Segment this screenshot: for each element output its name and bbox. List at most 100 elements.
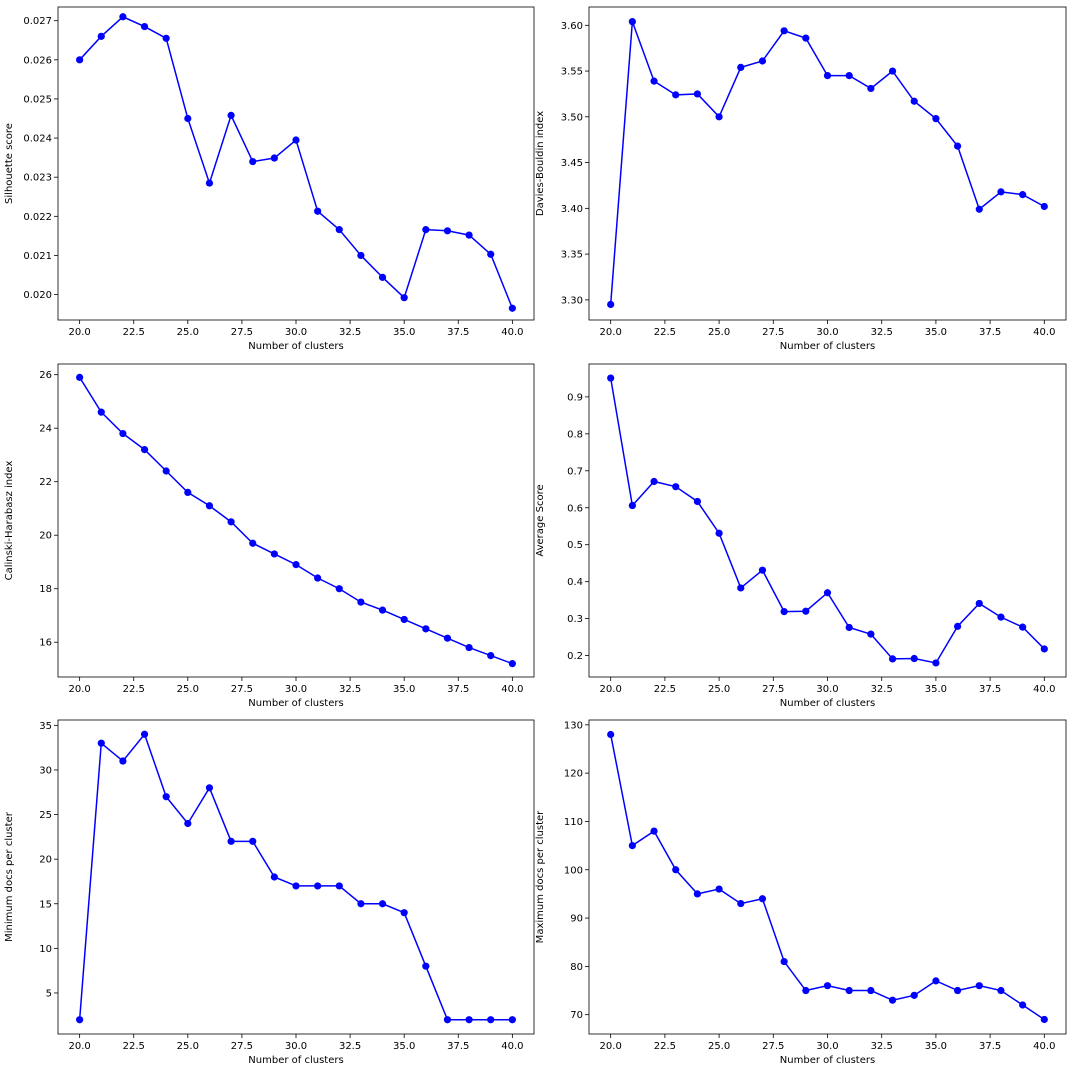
- data-point: [314, 574, 322, 582]
- data-point: [888, 67, 897, 75]
- x-tick-label: 20.0: [600, 684, 622, 695]
- data-point: [162, 34, 170, 42]
- data-point: [162, 467, 170, 475]
- x-tick-label: 27.5: [762, 684, 784, 695]
- data-point: [227, 111, 235, 119]
- data-point: [780, 27, 788, 35]
- x-tick-label: 27.5: [762, 327, 784, 338]
- data-point: [119, 757, 127, 765]
- data-point: [249, 157, 257, 166]
- data-point: [76, 373, 84, 381]
- data-point: [76, 1016, 84, 1024]
- data-point: [270, 873, 278, 881]
- x-tick-label: 20.0: [69, 684, 91, 695]
- data-point: [97, 408, 105, 416]
- data-point: [357, 900, 365, 908]
- data-point: [97, 32, 105, 40]
- axes-frame: [588, 363, 1067, 678]
- x-tick-label: 27.5: [231, 684, 253, 695]
- chart-panel-4: 20.0 22.5 25.0 27.5 30.0 32.5 35.0 37.5 40.0 0.2 0…: [535, 363, 1067, 709]
- data-point: [335, 585, 343, 593]
- x-tick-label: 35.0: [393, 1041, 415, 1052]
- y-tick-label: 0.9: [567, 392, 583, 403]
- data-point: [975, 982, 983, 990]
- data-point: [1040, 1015, 1048, 1024]
- data-point: [465, 1016, 473, 1024]
- y-axis-label: Calinski-Harabasz index: [4, 461, 15, 581]
- data-point: [487, 651, 495, 660]
- x-tick-label: 30.0: [285, 327, 307, 338]
- data-point: [932, 659, 940, 667]
- y-tick-label: 0.022: [23, 212, 52, 223]
- data-point: [650, 477, 658, 486]
- data-point: [378, 606, 387, 614]
- y-tick-label: 70: [570, 1010, 583, 1021]
- data-point: [508, 304, 516, 312]
- x-tick-label: 30.0: [285, 1041, 307, 1052]
- x-tick-label: 40.0: [501, 684, 523, 695]
- y-tick-label: 30: [39, 765, 52, 776]
- y-tick-label: 15: [39, 899, 52, 910]
- data-point: [910, 97, 918, 105]
- data-point: [227, 518, 235, 526]
- y-tick-label: 120: [564, 769, 583, 780]
- data-point: [672, 866, 680, 874]
- data-point: [292, 882, 300, 890]
- x-tick-label: 27.5: [231, 1041, 253, 1052]
- x-tick-label: 30.0: [816, 684, 838, 695]
- data-point: [97, 739, 105, 747]
- data-point: [932, 115, 940, 123]
- x-axis-label: Number of clusters: [780, 698, 875, 709]
- chart-panel-1: 20.0 22.5 25.0 27.5 30.0 32.5 35.0 37.5 40.0 0.02…: [4, 6, 535, 352]
- data-point: [508, 660, 516, 668]
- data-point: [737, 584, 745, 592]
- data-point: [845, 72, 853, 80]
- x-tick-label: 25.0: [177, 1041, 199, 1052]
- x-tick-label: 25.0: [177, 684, 199, 695]
- data-point: [487, 250, 495, 258]
- x-tick-label: 35.0: [393, 684, 415, 695]
- data-point: [205, 784, 214, 792]
- x-tick-label: 25.0: [708, 1041, 730, 1052]
- x-tick-label: 30.0: [285, 684, 307, 695]
- x-axis-label: Number of clusters: [248, 341, 343, 352]
- x-axis-label: Number of clusters: [248, 1055, 343, 1066]
- x-tick-label: 20.0: [69, 327, 91, 338]
- x-tick-label: 30.0: [816, 327, 838, 338]
- data-point: [997, 188, 1005, 196]
- data-point: [628, 501, 636, 510]
- data-point: [378, 273, 387, 281]
- x-tick-label: 37.5: [979, 684, 1001, 695]
- data-point: [650, 77, 658, 85]
- data-point: [227, 837, 235, 845]
- y-tick-label: 3.55: [561, 67, 583, 78]
- data-point: [932, 977, 940, 985]
- x-tick-label: 35.0: [393, 327, 415, 338]
- x-tick-label: 30.0: [816, 1041, 838, 1052]
- data-point: [184, 488, 192, 497]
- x-tick-label: 27.5: [762, 1041, 784, 1052]
- y-tick-label: 3.45: [561, 158, 583, 169]
- series-line: [609, 734, 1045, 1021]
- data-point: [953, 622, 962, 630]
- x-tick-label: 32.5: [871, 1041, 893, 1052]
- data-point: [715, 529, 723, 537]
- series-line: [79, 15, 514, 309]
- y-axis-label: Davies-Bouldin index: [535, 111, 546, 216]
- data-point: [693, 890, 702, 898]
- y-tick-label: 0.6: [567, 503, 583, 514]
- data-point: [607, 300, 615, 309]
- y-tick-label: 3.35: [561, 250, 583, 261]
- y-tick-label: 0.021: [23, 251, 52, 262]
- data-point: [845, 623, 853, 632]
- y-tick-label: 22: [39, 477, 52, 488]
- chart-panel-2: 20.0 22.5 25.0 27.5 30.0 32.5 35.0 37.5 40.0 3.30…: [535, 6, 1067, 352]
- chart-panel-3: 20.0 22.5 25.0 27.5 30.0 32.5 35.0 37.5 40.0 16 18…: [4, 363, 535, 709]
- data-point: [508, 1016, 516, 1024]
- data-point: [867, 84, 875, 93]
- data-point: [628, 18, 636, 26]
- data-point: [140, 730, 149, 738]
- data-point: [867, 986, 875, 995]
- y-tick-label: 0.5: [567, 540, 583, 551]
- data-point: [607, 730, 615, 739]
